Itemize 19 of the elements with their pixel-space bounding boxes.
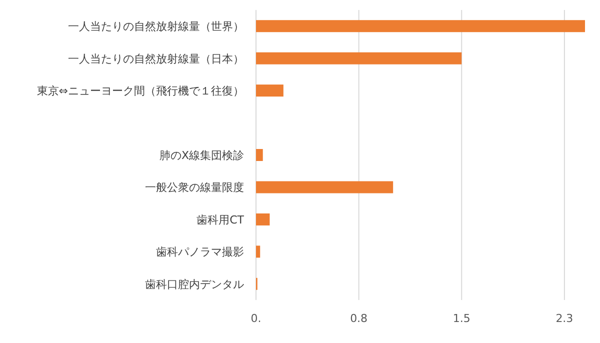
bar <box>256 149 263 161</box>
bar <box>256 52 462 64</box>
y-tick-label: 肺のX線集団検診 <box>159 149 244 162</box>
x-tick-label: 0. <box>250 312 262 325</box>
x-tick-label: 1.5 <box>452 312 470 325</box>
bar <box>256 213 270 226</box>
y-tick-label: 一人当たりの自然放射線量（日本） <box>68 52 244 66</box>
x-tick-label: 2.3 <box>556 312 574 325</box>
bar <box>256 84 284 97</box>
bar <box>256 246 260 258</box>
y-tick-label: 歯科パノラマ撮影 <box>156 246 244 259</box>
bar <box>256 181 394 194</box>
x-tick-label: 0.8 <box>350 312 368 325</box>
y-tick-label: 一般公衆の線量限度 <box>145 181 244 194</box>
y-tick-label: 一人当たりの自然放射線量（世界） <box>68 20 244 34</box>
y-tick-label: 歯科用CT <box>196 213 244 226</box>
bar <box>256 20 585 32</box>
y-tick-label: 東京⇔ニューヨーク間（飛行機で１往復） <box>36 84 244 98</box>
y-tick-label: 歯科口腔内デンタル <box>145 278 244 291</box>
